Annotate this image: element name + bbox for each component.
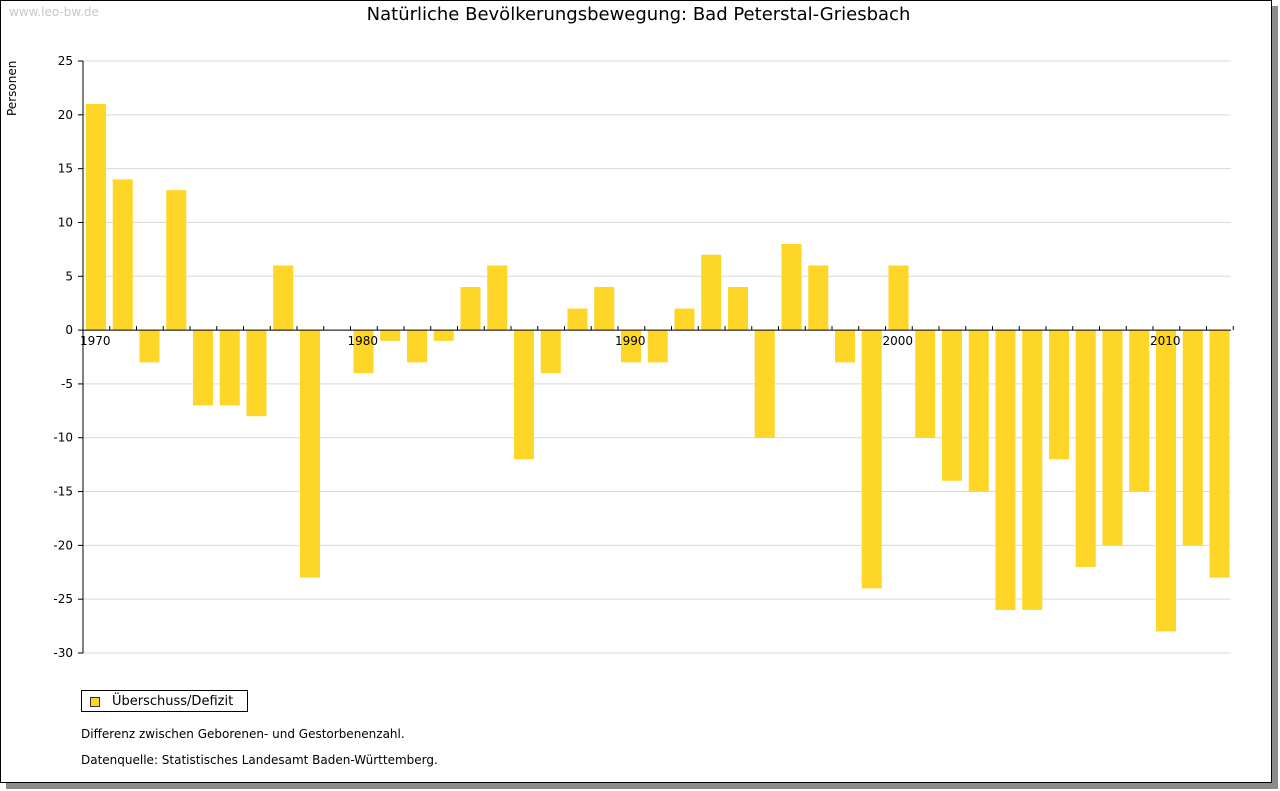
x-tick-label: 1970	[80, 334, 111, 348]
bar	[728, 287, 748, 331]
bar	[139, 330, 160, 363]
bar-chart: 25 20 15 10 5 0 -5 -10 -15 -20 -25 -30 1970 1980 1990 2…	[53, 54, 1234, 660]
bar	[968, 330, 989, 492]
y-tick-label: 25	[58, 54, 73, 68]
bar	[1182, 330, 1203, 546]
x-tick-label: 2010	[1150, 334, 1181, 348]
legend-label: Überschuss/Defizit	[112, 694, 234, 709]
source-note: Datenquelle: Statistisches Landesamt Bad…	[81, 753, 438, 767]
bar	[246, 330, 267, 417]
bar	[1022, 330, 1043, 610]
bar	[915, 330, 936, 438]
bar	[1156, 330, 1176, 632]
bar	[888, 265, 909, 331]
bar	[1129, 330, 1150, 492]
bar	[808, 265, 829, 331]
bar	[861, 330, 882, 589]
y-tick-label: -15	[53, 485, 73, 499]
y-tick-label: 10	[58, 215, 73, 229]
bar	[460, 287, 481, 331]
bar	[487, 265, 508, 331]
bar	[300, 330, 320, 578]
bar	[701, 254, 722, 331]
bar	[567, 308, 588, 331]
bar	[781, 243, 802, 331]
bar	[433, 330, 454, 341]
bar	[514, 330, 534, 460]
y-tick-label: 20	[58, 108, 73, 122]
bar	[380, 330, 401, 341]
bar	[942, 330, 962, 481]
y-tick-label: -5	[61, 377, 73, 391]
y-tick-label: 0	[65, 323, 73, 337]
bar	[1102, 330, 1123, 546]
axes: 25 20 15 10 5 0 -5 -10 -15 -20 -25 -30 1970 1980 1990 2…	[53, 54, 1234, 660]
bar	[594, 287, 615, 331]
x-tick-label: 2000	[883, 334, 914, 348]
chart-title: Natürliche Bevölkerungsbewegung: Bad Pet…	[366, 4, 911, 25]
bar	[112, 179, 133, 331]
watermark: www.leo-bw.de	[9, 5, 99, 19]
bar	[86, 104, 106, 331]
bar	[219, 330, 240, 406]
bar	[353, 330, 374, 374]
bar	[1209, 330, 1230, 578]
bar	[273, 265, 294, 331]
legend-swatch	[90, 697, 100, 707]
bar	[540, 330, 561, 374]
bar	[1075, 330, 1096, 567]
bar	[166, 190, 187, 331]
bar	[193, 330, 213, 406]
y-tick-label: -10	[53, 431, 73, 445]
bar	[835, 330, 855, 363]
y-tick-label: 15	[58, 162, 73, 176]
bar	[407, 330, 427, 363]
y-tick-label: -30	[53, 646, 73, 660]
bar	[621, 330, 641, 363]
bar	[1049, 330, 1069, 460]
legend: Überschuss/Defizit	[81, 690, 248, 712]
bar	[995, 330, 1016, 610]
x-tick-label: 1980	[348, 334, 379, 348]
bar	[647, 330, 668, 363]
bars	[86, 104, 1230, 632]
bar	[674, 308, 695, 331]
definition-note: Differenz zwischen Geborenen- und Gestor…	[81, 727, 405, 741]
bar	[754, 330, 775, 438]
y-tick-label: -25	[53, 592, 73, 606]
x-tick-label: 1990	[615, 334, 646, 348]
y-tick-label: -20	[53, 538, 73, 552]
y-tick-label: 5	[65, 269, 73, 283]
